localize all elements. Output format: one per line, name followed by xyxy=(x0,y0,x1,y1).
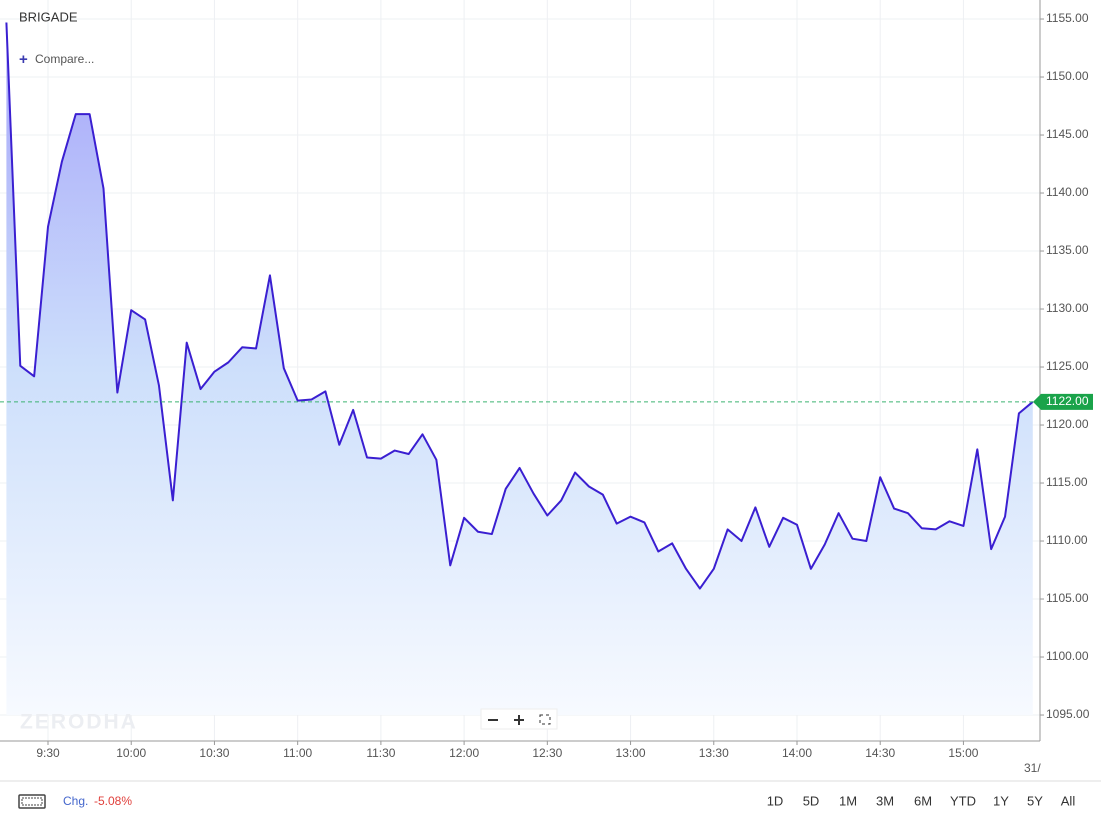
price-line xyxy=(5,22,1034,590)
range-button[interactable]: 1Y xyxy=(993,793,1009,808)
watermark: ZERODHA xyxy=(20,711,138,734)
y-tick-label: 1110.00 xyxy=(1046,533,1088,547)
y-tick-label: 1135.00 xyxy=(1046,243,1089,257)
y-tick-label: 1095.00 xyxy=(1046,707,1090,721)
fullscreen[interactable] xyxy=(539,714,551,725)
keyboard-icon[interactable] xyxy=(18,794,46,809)
y-tick-label: 1125.00 xyxy=(1046,359,1089,373)
y-tick-label: 1105.00 xyxy=(1046,591,1089,605)
compare-button[interactable]: Compare... xyxy=(35,52,94,66)
range-button[interactable]: 5Y xyxy=(1027,793,1043,808)
last-price-tag xyxy=(1033,393,1093,410)
y-tick-label: 1120.00 xyxy=(1046,417,1089,431)
x-tick-label: 14:00 xyxy=(782,746,812,760)
x-tick-label: 9:30 xyxy=(36,746,60,760)
keyboard-keys xyxy=(21,797,43,806)
y-tick-label: 1145.00 xyxy=(1046,127,1089,141)
x-tick-label: 10:30 xyxy=(199,746,229,760)
x-tick-label: 12:30 xyxy=(532,746,562,760)
x-tick-label: 10:00 xyxy=(116,746,146,760)
range-button[interactable]: 3M xyxy=(876,793,894,808)
range-button[interactable]: 5D xyxy=(803,793,820,808)
y-tick-label: 1115.00 xyxy=(1046,475,1088,489)
x-tick-label: 13:00 xyxy=(616,746,646,760)
keyboard-outline xyxy=(18,794,46,809)
plot xyxy=(5,22,1034,715)
symbol: BRIGADE xyxy=(19,9,78,24)
range-button[interactable]: All xyxy=(1061,793,1076,808)
zoom-controls xyxy=(480,708,558,730)
y-tick-label: 1155.00 xyxy=(1046,11,1089,25)
x-tick-label: 11:00 xyxy=(283,746,312,760)
x-tick-label: 12:00 xyxy=(449,746,479,760)
x-tick-label: 11:30 xyxy=(366,746,395,760)
y-tick-label: 1100.00 xyxy=(1046,649,1089,663)
range-button[interactable]: YTD xyxy=(950,793,976,808)
y-tick-label: 1150.00 xyxy=(1046,69,1089,83)
x-tick-label: 13:30 xyxy=(699,746,729,760)
range-button[interactable]: 1D xyxy=(767,793,784,808)
y-tick-label: 1140.00 xyxy=(1046,185,1089,199)
change-value: -5.08% xyxy=(94,794,132,808)
area xyxy=(6,22,1033,715)
y-tick-label: 1130.00 xyxy=(1046,301,1089,315)
range-button[interactable]: 6M xyxy=(914,793,932,808)
last-price-label: 1122.00 xyxy=(1046,394,1089,408)
range-button[interactable]: 1M xyxy=(839,793,857,808)
compare-icon[interactable]: + xyxy=(19,51,28,68)
date-label: 31/ xyxy=(1024,761,1041,775)
change-label: Chg. xyxy=(63,794,88,808)
x-tick-label: 15:00 xyxy=(948,746,978,760)
x-tick-label: 14:30 xyxy=(865,746,895,760)
